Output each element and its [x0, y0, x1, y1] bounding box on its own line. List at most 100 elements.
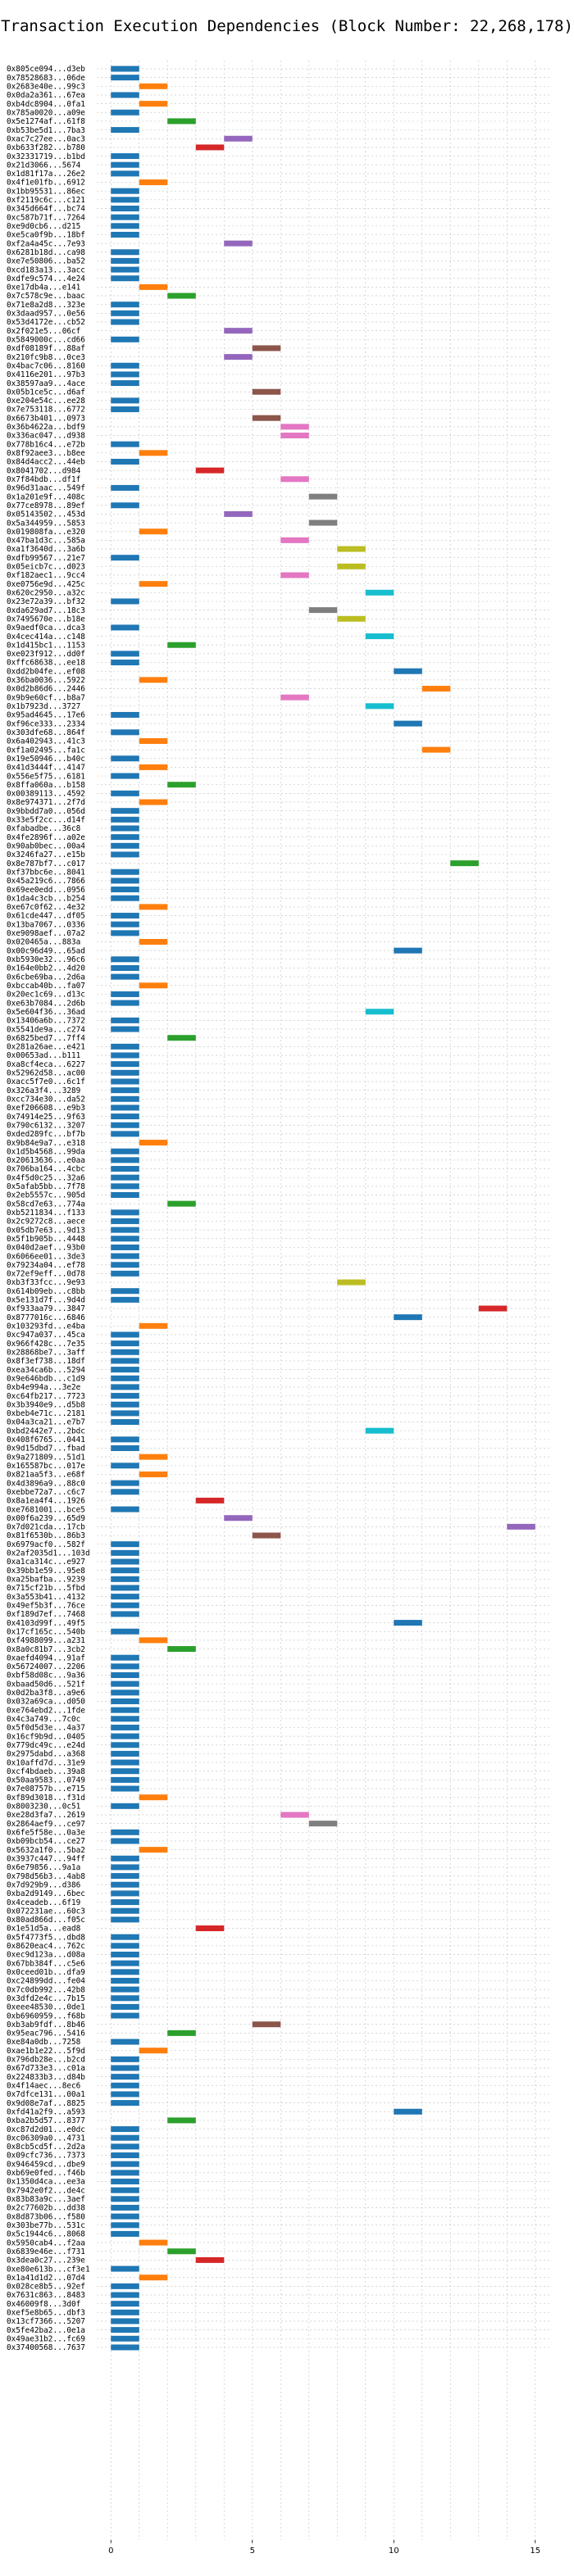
- dependency-bar: [111, 2292, 139, 2298]
- dependency-bar: [111, 1340, 139, 1347]
- dependency-bar: [167, 293, 196, 299]
- dependency-bar: [111, 1017, 139, 1023]
- transaction-label: 0x8041702...d984: [7, 466, 81, 475]
- transaction-label: 0x4ceadeb...6f19: [7, 1898, 81, 1907]
- dependency-bar: [111, 895, 139, 901]
- transaction-label: 0xebbe72a7...c6c7: [7, 1488, 85, 1497]
- transaction-label: 0x6a402943...41c3: [7, 737, 85, 746]
- dependency-bar: [111, 1410, 139, 1417]
- dependency-bar: [111, 1166, 139, 1172]
- transaction-label: 0xffc68638...ee18: [7, 659, 85, 668]
- transaction-label: 0xa25bafba...9239: [7, 1576, 85, 1585]
- dependency-bar: [111, 1733, 139, 1739]
- transaction-label: 0x47ba1d3c...585a: [7, 537, 85, 546]
- x-tick-label: 5: [250, 2547, 255, 2556]
- transaction-label: 0x67bb384f...c5e6: [7, 1959, 85, 1968]
- transaction-label: 0x52962d58...ac00: [7, 1069, 85, 1078]
- transaction-label: 0xcf4bdaeb...39a8: [7, 1767, 85, 1776]
- transaction-label: 0x6281b18d...ca98: [7, 248, 85, 257]
- transaction-label: 0x8e787bf7...c017: [7, 859, 85, 868]
- dependency-bar: [111, 1672, 139, 1679]
- dependency-bar: [111, 973, 139, 980]
- transaction-label: 0xc587b71f...7264: [7, 213, 85, 222]
- dependency-bar: [139, 904, 168, 910]
- dependency-bar: [111, 1026, 139, 1032]
- dependency-bar: [365, 1427, 394, 1434]
- x-tick-label: 10: [389, 2547, 399, 2556]
- dependency-bar: [111, 362, 139, 369]
- transaction-label: 0x9d08e7af...8825: [7, 2099, 85, 2108]
- transaction-label: 0x3246fa27...e15b: [7, 850, 85, 859]
- transaction-label: 0x84d4acc2...44eb: [7, 458, 85, 467]
- transaction-label: 0x3937c447...94ff: [7, 1854, 85, 1863]
- transaction-label: 0x6673b401...0973: [7, 414, 85, 423]
- transaction-label: 0xcc734e30...da52: [7, 1095, 85, 1104]
- transaction-label: 0x33e5f2cc...d14f: [7, 816, 85, 825]
- dependency-bar: [111, 930, 139, 937]
- dependency-bar: [111, 302, 139, 308]
- dependency-bar: [111, 1838, 139, 1844]
- transaction-label: 0x1b7923d...3727: [7, 702, 80, 711]
- dependency-bar: [167, 1200, 196, 1207]
- transaction-label: 0x2975dabd...a368: [7, 1750, 85, 1759]
- dependency-bar: [111, 2230, 139, 2237]
- transaction-label: 0x1d81f17a...26e2: [7, 170, 85, 179]
- transaction-label: 0xf1a02495...fa1c: [7, 746, 85, 755]
- dependency-bar: [111, 1506, 139, 1512]
- dependency-bar: [111, 1742, 139, 1748]
- dependency-bar: [111, 1401, 139, 1408]
- transaction-label: 0x10affd7d...31e9: [7, 1758, 85, 1767]
- transaction-label: 0x6839e46e...f731: [7, 2247, 85, 2256]
- dependency-bar: [394, 1314, 422, 1321]
- transaction-label: 0x0da2a361...67ea: [7, 91, 85, 100]
- transaction-label: 0xe9098aef...07a2: [7, 929, 85, 938]
- dependency-bar: [224, 510, 253, 517]
- transaction-label: 0x53d4172e...cb52: [7, 318, 85, 327]
- dependency-bar: [111, 1078, 139, 1085]
- transaction-label: 0x1bb95531...86ec: [7, 187, 85, 196]
- transaction-label: 0x040d2aef...93b0: [7, 1244, 85, 1253]
- dependency-bar: [111, 1104, 139, 1111]
- dependency-bar: [111, 406, 139, 413]
- dependency-bar: [111, 92, 139, 98]
- dependency-bar: [421, 746, 451, 753]
- transaction-label: 0xb6960959...f68b: [7, 2011, 85, 2020]
- transaction-label: 0x6825bed7...7ff4: [7, 1034, 85, 1043]
- transaction-label: 0xe764ebd2...1fde: [7, 1706, 85, 1715]
- transaction-label: 0xef5e8b65...dbf3: [7, 2309, 85, 2318]
- dependency-bar: [111, 161, 139, 168]
- dependency-bar: [111, 2265, 139, 2272]
- transaction-label: 0xea34ca6b...5294: [7, 1366, 85, 1375]
- dependency-bar: [111, 2100, 139, 2107]
- transaction-label: 0xdfe9c574...4e24: [7, 274, 85, 283]
- dependency-bar: [111, 1095, 139, 1102]
- dependency-bar: [111, 1977, 139, 1984]
- transaction-label: 0x95ad4645...17e6: [7, 711, 85, 720]
- transaction-label: 0x58cd7e63...774a: [7, 1200, 85, 1209]
- transaction-label: 0xe023f912...dd0f: [7, 650, 85, 659]
- dependency-bar: [111, 2126, 139, 2133]
- transaction-label: 0x46009f8...3d0f: [7, 2300, 80, 2309]
- dependency-bar: [111, 1943, 139, 1949]
- transaction-label: 0x706ba164...4cbc: [7, 1165, 85, 1174]
- dependency-bar: [308, 493, 338, 500]
- dependency-bar: [111, 851, 139, 858]
- dependency-bar: [111, 1480, 139, 1486]
- dependency-bar: [111, 2301, 139, 2307]
- y-tick-labels: 0x805ce094...d3eb0x78528683...06de0x2683…: [7, 65, 90, 2352]
- dependency-bar: [139, 83, 168, 89]
- dependency-bar: [111, 1855, 139, 1862]
- dependency-bar: [167, 642, 196, 648]
- dependency-bar: [111, 1594, 139, 1600]
- transaction-label: 0xf37bbc6e...8041: [7, 868, 85, 877]
- dependency-bar: [280, 476, 309, 483]
- transaction-label: 0xda629ad7...18c3: [7, 606, 85, 615]
- dependency-bar: [111, 188, 139, 194]
- dependency-bar: [139, 528, 168, 535]
- transaction-label: 0x5f0d5d3e...4a37: [7, 1724, 85, 1733]
- dependency-bar: [139, 283, 168, 290]
- transaction-label: 0x5849000c...cd66: [7, 336, 85, 345]
- transaction-label: 0x556e5f75...6181: [7, 772, 85, 781]
- dependency-bar: [111, 2074, 139, 2080]
- dependency-bar: [111, 231, 139, 238]
